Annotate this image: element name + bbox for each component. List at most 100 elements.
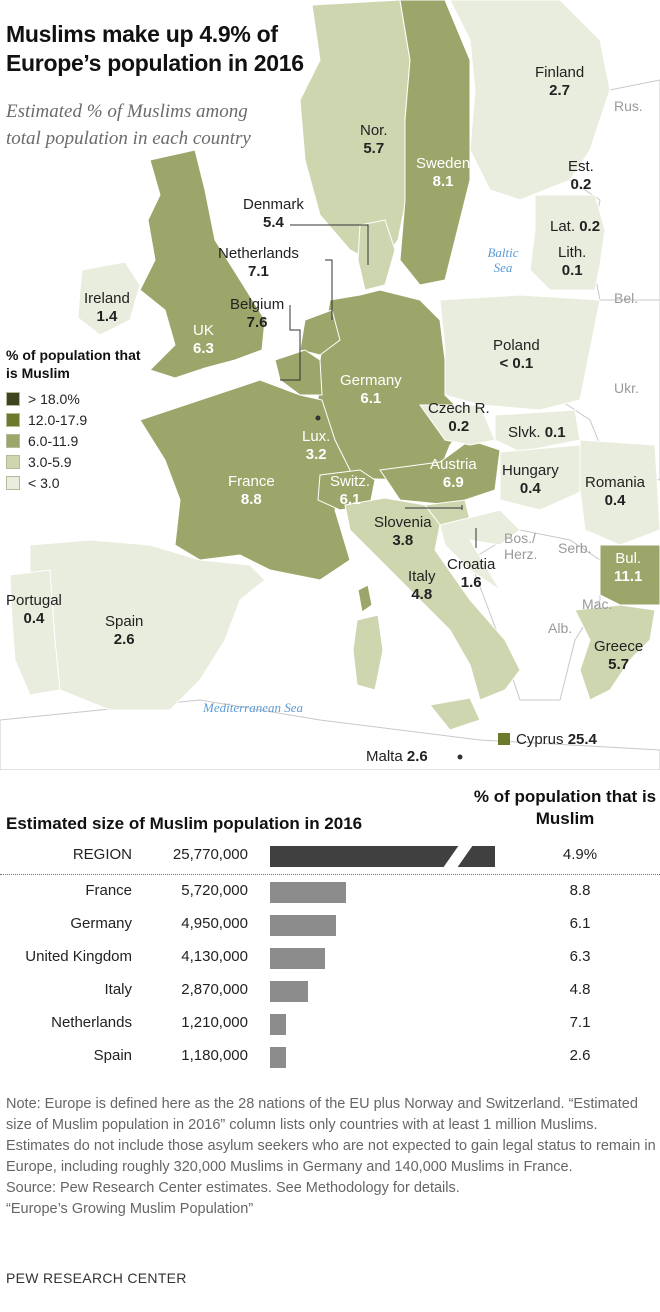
- country-name: Lith.: [558, 244, 587, 261]
- legend-item: < 3.0: [6, 472, 146, 493]
- label-czech: Czech R. 0.2: [428, 400, 490, 436]
- country-name: Czech R.: [428, 400, 490, 417]
- leader-lines: [280, 224, 477, 548]
- country-name: Germany: [340, 372, 402, 389]
- legend-item: > 18.0%: [6, 388, 146, 409]
- country-name: Austria: [430, 456, 477, 473]
- country-value: 6.1: [360, 390, 382, 407]
- row-name: REGION: [72, 846, 132, 863]
- page-title: Muslims make up 4.9% of Europe’s populat…: [6, 21, 304, 76]
- label-sweden: Sweden 8.1: [416, 155, 470, 191]
- legend-swatch: [6, 475, 20, 490]
- croatia-shape: [439, 509, 521, 591]
- country-name: Romania: [585, 474, 646, 491]
- italy-shape: [344, 497, 521, 701]
- label-denmark: Denmark 5.4: [243, 196, 304, 232]
- region-bar: [270, 846, 495, 867]
- country-value: 0.2: [570, 176, 592, 193]
- row-pct: 2.6: [569, 1047, 591, 1064]
- baltic-states-shape: [529, 194, 606, 291]
- country-name: Lat.: [550, 218, 576, 235]
- row-population: 2,870,000: [181, 981, 248, 998]
- label-slovenia: Slovenia 3.8: [374, 514, 432, 550]
- legend-swatch: [6, 433, 20, 448]
- label-belarus: Bel.: [614, 290, 639, 306]
- country-value: 0.1: [544, 424, 566, 441]
- sicily-shape: [429, 697, 481, 731]
- country-value: 6.3: [193, 340, 214, 357]
- ireland-shape: [77, 261, 141, 336]
- population-bar: [270, 981, 308, 1002]
- label-serbia: Serb.: [558, 540, 592, 556]
- country-value: 11.1: [614, 568, 643, 585]
- hungary-shape: [499, 444, 586, 511]
- country-name: Bul.: [615, 550, 642, 567]
- row-name: Italy: [104, 981, 132, 998]
- country-value: 0.4: [519, 480, 541, 497]
- uk-shape: [139, 149, 266, 379]
- label-hungary: Hungary 0.4: [502, 462, 559, 498]
- row-population: 1,180,000: [181, 1047, 248, 1064]
- region-divider: [0, 874, 660, 875]
- population-bar: [270, 915, 336, 936]
- portugal-shape: [9, 569, 61, 696]
- country-value: 0.4: [23, 610, 45, 627]
- country-value: 0.1: [561, 262, 583, 279]
- country-name: Slovenia: [374, 514, 432, 531]
- label-baltic-sea: Baltic Sea: [487, 245, 519, 275]
- label-finland: Finland 2.7: [535, 64, 584, 100]
- country-name: Spain: [105, 613, 144, 630]
- country-name: Nor.: [360, 122, 388, 139]
- label-austria: Austria 6.9: [430, 456, 477, 492]
- source-text: Source: Pew Research Center estimates. S…: [6, 1180, 460, 1196]
- label-latvia: Lat. 0.2: [550, 218, 600, 236]
- legend-label: 3.0-5.9: [28, 453, 72, 470]
- table-row: Spain 1,180,000 2.6: [0, 1041, 660, 1074]
- country-value: 5.7: [363, 140, 385, 157]
- row-pct: 8.8: [569, 882, 591, 899]
- country-name: Sweden: [416, 155, 471, 172]
- country-name: France: [228, 473, 275, 490]
- poland-shape: [439, 294, 601, 411]
- france-shape: [139, 379, 351, 581]
- label-poland: Poland < 0.1: [493, 337, 540, 373]
- country-value: 0.2: [579, 218, 601, 235]
- label-uk: UK 6.3: [193, 322, 214, 358]
- label-estonia: Est. 0.2: [568, 158, 594, 194]
- country-name: Poland: [493, 337, 540, 354]
- country-value: 3.2: [305, 446, 327, 463]
- country-value: 6.1: [339, 491, 361, 508]
- label-norway: Nor. 5.7: [360, 122, 388, 158]
- sardinia-shape: [352, 614, 384, 691]
- country-value: 7.1: [248, 263, 269, 280]
- country-value: 1.6: [460, 574, 482, 591]
- cyprus-swatch: [498, 733, 510, 745]
- label-bulgaria: Bul. 11.1: [614, 550, 642, 586]
- row-population: 4,130,000: [181, 948, 248, 965]
- country-value: 7.6: [246, 314, 268, 331]
- page-subtitle: Estimated % of Muslims among total popul…: [6, 101, 251, 149]
- label-belgium: Belgium 7.6: [230, 296, 284, 332]
- sweden-shape: [399, 0, 471, 286]
- finland-shape: [449, 0, 611, 201]
- country-name: Finland: [535, 64, 585, 81]
- country-name: Ireland: [84, 290, 130, 307]
- country-name: Greece: [594, 638, 644, 655]
- country-name: Slvk.: [508, 424, 541, 441]
- legend-label: 6.0-11.9: [28, 432, 79, 449]
- population-bar: [270, 882, 346, 903]
- row-pct: 6.1: [569, 915, 591, 932]
- label-bosnia: Bos./ Herz.: [504, 530, 538, 562]
- europe-map: [0, 0, 660, 770]
- bulgaria-shape: [599, 544, 660, 606]
- legend-label: 12.0-17.9: [28, 411, 88, 428]
- country-value: 3.8: [392, 532, 414, 549]
- population-bar: [270, 948, 325, 969]
- label-italy: Italy 4.8: [408, 568, 436, 604]
- table-row: Germany 4,950,000 6.1: [0, 909, 660, 942]
- label-russia: Rus.: [614, 98, 643, 114]
- row-population: 25,770,000: [172, 846, 248, 863]
- report-title: “Europe’s Growing Muslim Population”: [6, 1201, 254, 1217]
- country-name: Lux.: [302, 428, 331, 445]
- country-name: Switz.: [330, 473, 371, 490]
